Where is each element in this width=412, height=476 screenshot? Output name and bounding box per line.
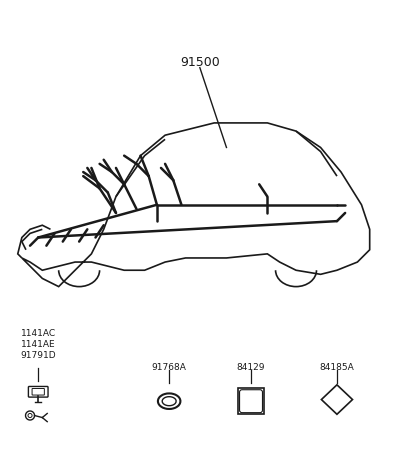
Text: 84129: 84129 (237, 363, 265, 372)
Text: 84185A: 84185A (320, 363, 354, 372)
Bar (238, 388, 264, 415)
Text: 91768A: 91768A (152, 363, 187, 372)
Text: 91500: 91500 (180, 56, 220, 69)
Text: 1141AC
1141AE
91791D: 1141AC 1141AE 91791D (21, 328, 56, 359)
